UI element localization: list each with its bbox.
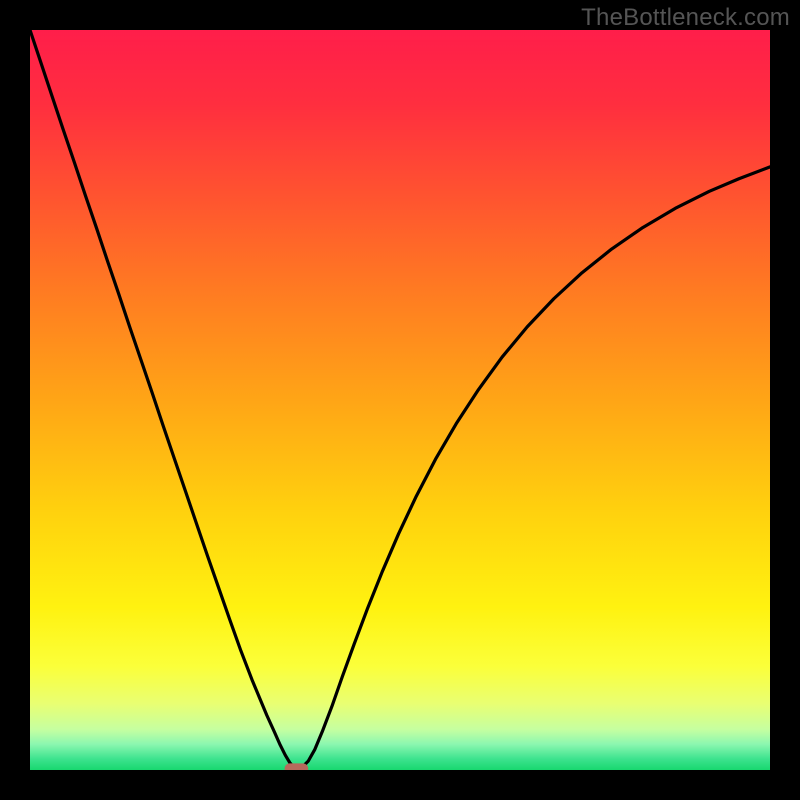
watermark-text: TheBottleneck.com [581,4,790,32]
minimum-marker [285,763,309,770]
gradient-background [30,30,770,770]
chart-frame [30,30,770,770]
plot-svg [30,30,770,770]
plot-area [30,30,770,770]
